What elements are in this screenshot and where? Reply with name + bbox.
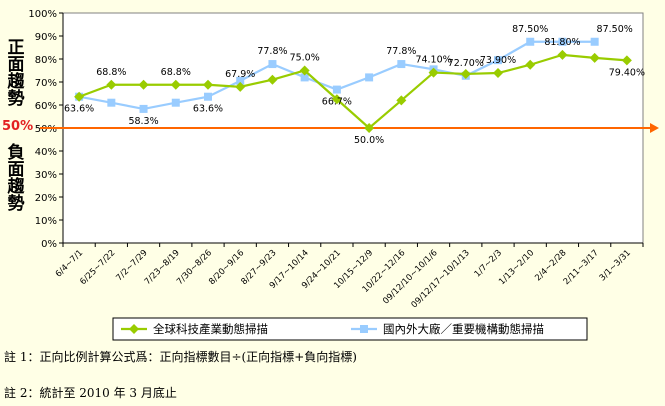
y-tick-label: 80%	[35, 55, 57, 66]
data-label: 74.10%	[415, 55, 451, 66]
x-tick-label: 3/1~3/31	[598, 248, 633, 283]
data-label: 87.50%	[512, 24, 548, 35]
x-tick-label: 09/12/10~10/1/6	[381, 248, 439, 306]
data-point	[204, 92, 212, 101]
x-tick-label: 09/12/17~10/1/13	[410, 248, 472, 310]
data-label: 75.0%	[290, 53, 320, 64]
data-point	[267, 74, 278, 85]
data-point	[493, 68, 503, 79]
data-label: 68.8%	[161, 67, 191, 78]
data-label: 77.8%	[386, 46, 416, 57]
fifty-percent-label: 50%	[2, 119, 34, 134]
data-label: 81.80%	[544, 37, 580, 48]
y-tick-label: 100%	[28, 9, 57, 20]
data-point	[557, 49, 568, 60]
positive-trend-label: 正面趨勢	[7, 38, 25, 109]
legend-label: 國內外大廠／重要機構動態掃描	[383, 322, 544, 336]
data-label: 68.8%	[96, 67, 126, 78]
legend-label: 全球科技產業動態掃描	[153, 322, 268, 336]
series-line	[78, 53, 627, 130]
data-point	[621, 55, 632, 66]
data-label: 63.6%	[193, 104, 223, 115]
y-tick-label: 30%	[35, 170, 57, 181]
y-tick-label: 20%	[35, 193, 57, 204]
data-point	[460, 68, 471, 79]
data-point	[525, 59, 536, 70]
x-tick-label: 1/7~2/3	[473, 248, 504, 279]
y-tick-label: 70%	[35, 78, 57, 89]
data-point	[590, 37, 599, 46]
y-tick-label: 50%	[35, 124, 57, 135]
data-point	[236, 76, 245, 85]
data-point	[494, 56, 502, 65]
data-point	[589, 52, 600, 63]
data-point	[396, 95, 407, 106]
data-point	[171, 98, 180, 107]
x-tick-label: 6/25~7/22	[78, 248, 117, 287]
data-point	[332, 85, 341, 94]
data-point	[526, 37, 535, 46]
data-point	[203, 79, 213, 90]
x-tick-label: 2/11~3/17	[562, 248, 601, 287]
data-label: 67.9%	[225, 69, 255, 80]
data-point	[300, 73, 309, 82]
data-point	[331, 94, 342, 105]
data-point	[170, 79, 181, 90]
note-2: 註 2：統計至 2010 年 3 月底止	[4, 386, 177, 400]
y-tick-label: 10%	[35, 216, 57, 227]
legend-marker	[360, 325, 368, 333]
y-tick-label: 90%	[35, 32, 57, 43]
data-point	[106, 79, 117, 90]
data-label: 58.3%	[128, 116, 158, 127]
data-point	[365, 73, 374, 82]
x-tick-label: 6/4~7/1	[54, 248, 85, 279]
data-point	[235, 81, 246, 92]
data-point	[139, 104, 148, 113]
data-point	[268, 60, 277, 69]
data-point	[397, 60, 406, 69]
y-tick-label: 0%	[41, 239, 57, 250]
data-point	[558, 37, 567, 46]
data-point	[364, 123, 375, 133]
note-1: 註 1：正向比例計算公式爲：正向指標數目÷(正向指標+負向指標)	[4, 350, 357, 364]
data-label: 63.6%	[64, 104, 94, 115]
negative-trend-label: 負面趨勢	[7, 143, 25, 214]
data-label: 73.90%	[480, 55, 516, 66]
data-label: 79.40%	[609, 67, 645, 78]
x-tick-label: 1/13~2/10	[497, 248, 536, 287]
data-label: 50.0%	[354, 135, 384, 146]
data-label: 72.70%	[448, 58, 484, 69]
data-point	[138, 79, 149, 90]
data-label: 66.7%	[322, 97, 352, 108]
data-point	[107, 98, 116, 107]
data-point	[299, 65, 310, 76]
data-point	[428, 67, 439, 78]
data-point	[74, 91, 85, 102]
reference-arrow-icon	[650, 123, 659, 133]
data-label: 77.8%	[257, 46, 287, 57]
data-label: 87.50%	[597, 24, 633, 35]
y-tick-label: 40%	[35, 147, 57, 158]
legend-marker	[129, 324, 139, 334]
y-tick-label: 60%	[35, 101, 57, 112]
legend	[112, 317, 588, 341]
